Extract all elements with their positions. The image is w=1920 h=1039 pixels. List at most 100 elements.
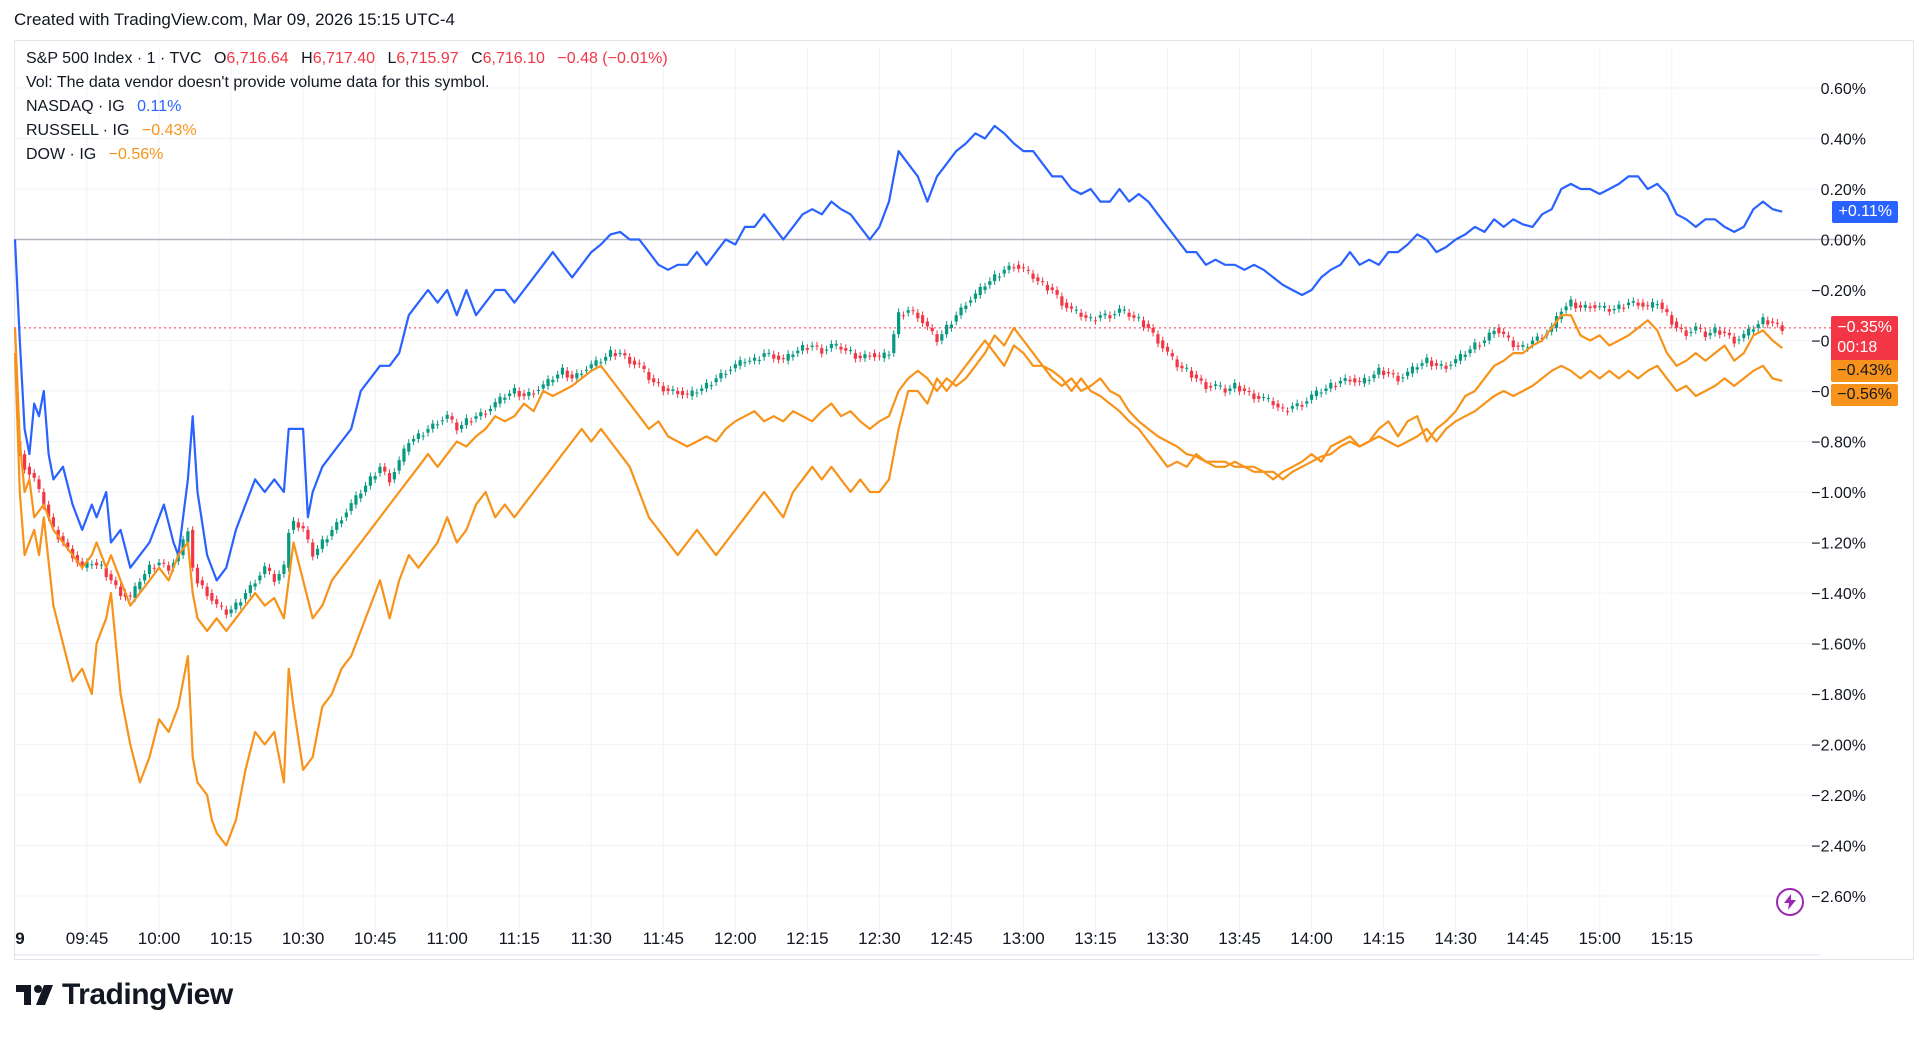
grid [14, 48, 1820, 956]
spx-candle-body [589, 364, 593, 369]
spx-candle-body [119, 586, 123, 597]
spx-candle-body [1132, 315, 1136, 318]
spx-candle-body [445, 414, 449, 419]
spx-candle-body [493, 402, 497, 408]
spx-candle-body [1266, 398, 1270, 400]
spx-candle-body [632, 360, 637, 365]
spx-candle-body [1146, 324, 1150, 328]
legend-nasdaq-value: 0.11% [137, 98, 182, 115]
spx-candle-body [829, 344, 833, 349]
spx-candle-body [1742, 333, 1746, 338]
spx-candle-body [1473, 342, 1477, 350]
spx-candle-body [80, 561, 84, 567]
legend-vol: Vol: The data vendor doesn't provide vol… [26, 74, 491, 92]
spx-candle-body [1766, 320, 1770, 325]
series-line-dow [13, 326, 1783, 632]
legend-russell[interactable]: RUSSELL · IG −0.43% [26, 122, 199, 140]
spx-candle-body [834, 343, 838, 346]
spx-candle-body [1406, 371, 1410, 376]
y-tick-label: −2.00% [1811, 738, 1866, 755]
spx-candle-body [805, 348, 809, 350]
spx-candle-body [191, 529, 195, 568]
spx-candle-body [757, 359, 761, 361]
spx-candle-body [695, 392, 699, 394]
spx-candle-body [1218, 385, 1222, 387]
spx-candle-body [820, 348, 824, 354]
x-tick-label: 13:30 [1146, 929, 1189, 948]
spx-candle-body [51, 517, 56, 527]
spx-candle-body [522, 393, 526, 397]
spx-candle-body [551, 379, 555, 383]
spx-candle-body [839, 346, 843, 350]
spx-candle-body [546, 379, 550, 386]
spx-candle-body [1641, 302, 1645, 307]
spx-candle-body [1084, 315, 1088, 318]
spx-candle-body [1617, 304, 1621, 309]
legend-russell-label[interactable]: RUSSELL · IG [26, 122, 130, 139]
spx-candle-body [1031, 273, 1035, 279]
spx-candle-body [1458, 353, 1463, 361]
spx-candle-body [392, 472, 396, 480]
spx-candle-body [1161, 340, 1165, 349]
spx-candle-body [1732, 336, 1736, 344]
spx-candle-body [1727, 332, 1731, 336]
spx-candle-body [1151, 327, 1155, 333]
lightning-icon[interactable] [1776, 888, 1804, 916]
price-tag-russell: −0.43% [1831, 360, 1898, 382]
spx-candle-body [618, 353, 622, 355]
spx-candle-body [1516, 345, 1520, 347]
legend-symbol[interactable]: S&P 500 Index · 1 · TVC [26, 50, 202, 67]
spx-candle-body [1271, 401, 1275, 406]
spx-candle-body [810, 345, 814, 347]
price-tag-dow: −0.56% [1831, 384, 1898, 406]
spx-candle-body [1526, 347, 1530, 349]
tradingview-logo[interactable]: TradingView [16, 978, 233, 1012]
spx-candle-body [1074, 309, 1078, 311]
spx-candle-body [1569, 299, 1573, 307]
spx-candle-body [42, 492, 46, 507]
legend-dow-label[interactable]: DOW · IG [26, 146, 97, 163]
legend-nasdaq[interactable]: NASDAQ · IG 0.11% [26, 98, 183, 116]
spx-candle-body [1324, 388, 1328, 391]
spx-candle-body [1089, 317, 1093, 319]
spx-candle-body [1333, 385, 1338, 387]
legend-nasdaq-label[interactable]: NASDAQ · IG [26, 98, 125, 115]
spx-candle-body [431, 423, 435, 429]
x-tick-label: 14:00 [1290, 929, 1333, 948]
spx-candle-body [1535, 336, 1539, 341]
spx-candle-body [949, 324, 954, 328]
spx-candle-body [925, 321, 930, 327]
spx-candle-body [407, 443, 411, 452]
spx-candle-body [1415, 367, 1419, 370]
spx-candle-body [690, 390, 694, 397]
spx-candle-body [258, 575, 262, 581]
spx-candle-body [1449, 364, 1453, 366]
legend-main[interactable]: S&P 500 Index · 1 · TVC O6,716.64 H6,717… [26, 50, 670, 68]
spx-candle-body [642, 365, 646, 370]
x-tick-label: 9 [15, 929, 24, 948]
spx-candle-body [359, 493, 363, 499]
spx-candle-body [1257, 396, 1261, 399]
legend-dow[interactable]: DOW · IG −0.56% [26, 146, 165, 164]
spx-candle-body [1247, 391, 1251, 393]
spx-candle-body [532, 393, 536, 395]
spx-candle-body [1209, 385, 1213, 388]
x-tick-label: 12:15 [786, 929, 829, 948]
spx-candle-body [1511, 340, 1515, 348]
spx-candle-body [114, 580, 118, 586]
lightning-glyph [1784, 894, 1796, 910]
legend-dow-value: −0.56% [108, 146, 164, 163]
legend-h-val: 6,717.40 [312, 50, 375, 67]
spx-candle-body [647, 372, 651, 380]
spx-candle-body [680, 391, 685, 396]
spx-candle-body [301, 526, 305, 529]
spx-candle-body [363, 485, 368, 492]
spx-candle-body [796, 350, 800, 354]
spx-candle-body [719, 373, 723, 379]
spx-candle-body [1093, 320, 1098, 322]
spx-candle-body [253, 583, 257, 587]
spx-candle-body [469, 421, 473, 423]
spx-candle-body [1780, 325, 1784, 331]
spx-candle-body [1588, 306, 1592, 309]
